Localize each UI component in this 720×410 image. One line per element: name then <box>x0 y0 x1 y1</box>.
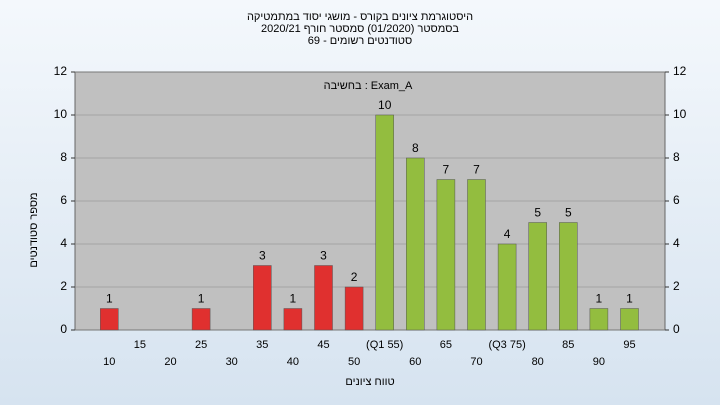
x-tick-label: 85 <box>562 339 574 351</box>
y2-tick-label: 10 <box>673 107 687 121</box>
x-tick-label: 35 <box>256 339 268 351</box>
x-tick-label: 10 <box>103 356 115 368</box>
bar <box>620 308 639 331</box>
bar <box>253 265 272 331</box>
annotation: בחשיבה : Exam_A <box>324 80 413 92</box>
y2-tick-label: 8 <box>673 150 680 164</box>
value-label: 7 <box>473 163 480 177</box>
value-label: 2 <box>351 270 358 284</box>
y-tick-label: 6 <box>60 193 67 207</box>
value-label: 1 <box>596 292 603 306</box>
bar <box>375 114 394 331</box>
bar <box>406 157 425 331</box>
y-tick-label: 12 <box>54 64 68 78</box>
value-label: 1 <box>290 292 297 306</box>
title-line: היסטוגרמת ציונים בקורס - מושגי יסוד במתמ… <box>247 11 473 23</box>
title-line: סטודנטים רשומים - 69 <box>308 35 412 47</box>
y2-tick-label: 6 <box>673 193 680 207</box>
bar <box>528 222 547 331</box>
value-label: 1 <box>106 292 113 306</box>
bar <box>283 308 303 331</box>
bar <box>467 179 486 331</box>
value-label: 5 <box>565 206 572 220</box>
x-tick-label: 30 <box>226 356 238 368</box>
x-tick-label: 90 <box>593 356 605 368</box>
value-label: 5 <box>534 206 541 220</box>
bar <box>497 243 517 331</box>
x-axis-label: טווח ציונים <box>345 376 394 388</box>
y-tick-label: 0 <box>60 322 67 336</box>
x-tick-label: (Q3 75) <box>488 339 525 351</box>
value-label: 1 <box>626 292 633 306</box>
y2-tick-label: 0 <box>673 322 680 336</box>
x-tick-label: (Q1 55) <box>366 339 403 351</box>
bar <box>589 308 609 331</box>
value-label: 8 <box>412 141 419 155</box>
x-tick-label: 40 <box>287 356 299 368</box>
bar <box>559 222 578 331</box>
x-tick-label: 60 <box>409 356 421 368</box>
bar <box>314 265 333 331</box>
y2-tick-label: 12 <box>673 64 687 78</box>
value-label: 3 <box>320 249 327 263</box>
x-tick-label: 80 <box>532 356 544 368</box>
value-label: 3 <box>259 249 266 263</box>
x-tick-label: 15 <box>134 339 146 351</box>
y2-tick-label: 2 <box>673 279 680 293</box>
x-tick-label: 50 <box>348 356 360 368</box>
x-tick-label: 20 <box>164 356 176 368</box>
y-tick-label: 10 <box>54 107 68 121</box>
y-axis-label: מספר סטודנטים <box>28 192 40 267</box>
y-tick-label: 4 <box>60 236 67 250</box>
x-tick-label: 70 <box>470 356 482 368</box>
bar <box>100 308 119 331</box>
y-tick-label: 8 <box>60 150 67 164</box>
value-label: 10 <box>378 98 392 112</box>
bar <box>191 308 211 331</box>
x-tick-label: 25 <box>195 339 207 351</box>
value-label: 1 <box>198 292 205 306</box>
title-line: בסמסטר (01/2020) סמסטר חורף 2020/21 <box>261 23 459 35</box>
bar <box>344 286 364 331</box>
y2-tick-label: 4 <box>673 236 680 250</box>
value-label: 7 <box>443 163 450 177</box>
value-label: 4 <box>504 227 511 241</box>
x-tick-label: 95 <box>623 339 635 351</box>
bar <box>436 179 456 331</box>
x-tick-label: 45 <box>317 339 329 351</box>
y-tick-label: 2 <box>60 279 67 293</box>
x-tick-label: 65 <box>440 339 452 351</box>
